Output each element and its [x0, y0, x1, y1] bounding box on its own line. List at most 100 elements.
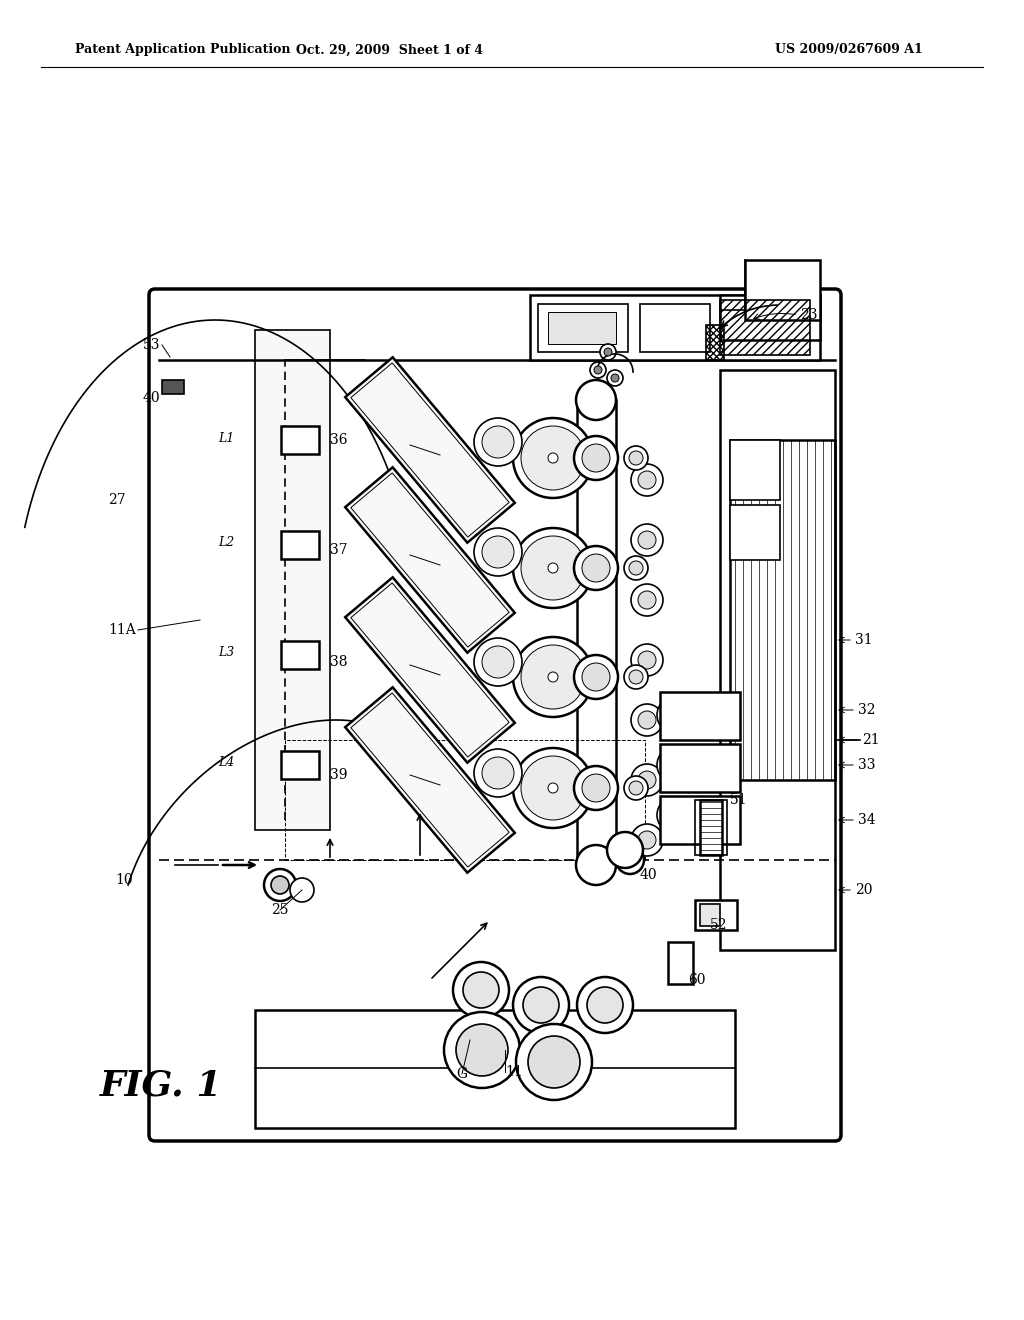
Text: 36: 36: [330, 433, 347, 447]
Circle shape: [629, 451, 643, 465]
Text: L3: L3: [218, 645, 234, 659]
Bar: [255, 330, 330, 830]
Text: 34: 34: [858, 813, 876, 828]
Bar: [720, 370, 835, 950]
Circle shape: [616, 846, 644, 874]
Circle shape: [624, 665, 648, 689]
Circle shape: [548, 783, 558, 793]
Circle shape: [657, 747, 693, 783]
Circle shape: [513, 977, 569, 1034]
Circle shape: [453, 962, 509, 1018]
Bar: [700, 904, 720, 927]
Circle shape: [271, 876, 289, 894]
Circle shape: [631, 824, 663, 855]
Text: 11: 11: [505, 1065, 522, 1078]
Circle shape: [582, 663, 610, 690]
Text: 39: 39: [330, 768, 347, 781]
Circle shape: [657, 697, 693, 733]
Bar: [695, 900, 737, 931]
Bar: [281, 751, 319, 779]
Circle shape: [463, 972, 499, 1008]
FancyBboxPatch shape: [150, 289, 841, 1140]
Polygon shape: [345, 467, 515, 652]
Circle shape: [548, 672, 558, 682]
Circle shape: [513, 418, 593, 498]
Text: 40: 40: [142, 391, 160, 405]
Text: FIG. 1: FIG. 1: [100, 1068, 222, 1102]
Text: 11A: 11A: [108, 623, 136, 638]
Bar: [548, 312, 616, 345]
Circle shape: [638, 531, 656, 549]
Text: US 2009/0267609 A1: US 2009/0267609 A1: [775, 44, 923, 57]
Circle shape: [682, 747, 718, 783]
Circle shape: [631, 704, 663, 737]
Circle shape: [638, 471, 656, 488]
Text: 33: 33: [858, 758, 876, 772]
Circle shape: [629, 781, 643, 795]
Text: L1: L1: [218, 432, 234, 445]
Circle shape: [574, 766, 618, 810]
Circle shape: [638, 771, 656, 789]
Text: 40: 40: [640, 869, 657, 882]
Text: 21: 21: [862, 733, 880, 747]
Circle shape: [474, 748, 522, 797]
Circle shape: [456, 1024, 508, 1076]
Circle shape: [574, 436, 618, 480]
Circle shape: [575, 380, 616, 420]
Text: 27: 27: [108, 492, 126, 507]
Text: 25: 25: [271, 903, 289, 917]
Circle shape: [638, 591, 656, 609]
Circle shape: [582, 444, 610, 473]
Circle shape: [638, 711, 656, 729]
Circle shape: [607, 370, 623, 385]
Bar: [730, 440, 780, 500]
Bar: [640, 304, 710, 352]
Polygon shape: [345, 577, 515, 763]
Circle shape: [548, 453, 558, 463]
Bar: [745, 260, 820, 319]
Bar: [695, 800, 727, 855]
Circle shape: [607, 832, 643, 869]
Text: 37: 37: [330, 543, 347, 557]
Circle shape: [600, 345, 616, 360]
Circle shape: [521, 756, 585, 820]
Circle shape: [513, 638, 593, 717]
Bar: [730, 440, 835, 780]
Bar: [720, 300, 810, 355]
Text: 31: 31: [855, 634, 872, 647]
Circle shape: [682, 697, 718, 733]
Bar: [285, 741, 645, 861]
Circle shape: [482, 536, 514, 568]
Circle shape: [638, 651, 656, 669]
Bar: [281, 531, 319, 558]
Circle shape: [631, 644, 663, 676]
Circle shape: [629, 671, 643, 684]
Circle shape: [682, 797, 718, 833]
Bar: [730, 506, 780, 560]
Bar: [706, 325, 724, 360]
Circle shape: [444, 1012, 520, 1088]
Text: L2: L2: [218, 536, 234, 549]
Circle shape: [521, 426, 585, 490]
Circle shape: [577, 977, 633, 1034]
Text: 52: 52: [710, 917, 727, 932]
Circle shape: [513, 748, 593, 828]
Circle shape: [631, 465, 663, 496]
Text: 60: 60: [688, 973, 706, 987]
Circle shape: [482, 426, 514, 458]
Text: 38: 38: [330, 655, 347, 669]
Circle shape: [574, 546, 618, 590]
Circle shape: [604, 348, 612, 356]
Bar: [281, 426, 319, 454]
Text: G: G: [457, 1067, 468, 1081]
Circle shape: [513, 528, 593, 609]
Bar: [660, 744, 740, 792]
Circle shape: [290, 878, 314, 902]
Circle shape: [521, 536, 585, 601]
Text: 23: 23: [800, 308, 817, 322]
Bar: [255, 1010, 735, 1129]
Circle shape: [624, 776, 648, 800]
Circle shape: [575, 845, 616, 884]
Bar: [538, 304, 628, 352]
Bar: [660, 796, 740, 843]
